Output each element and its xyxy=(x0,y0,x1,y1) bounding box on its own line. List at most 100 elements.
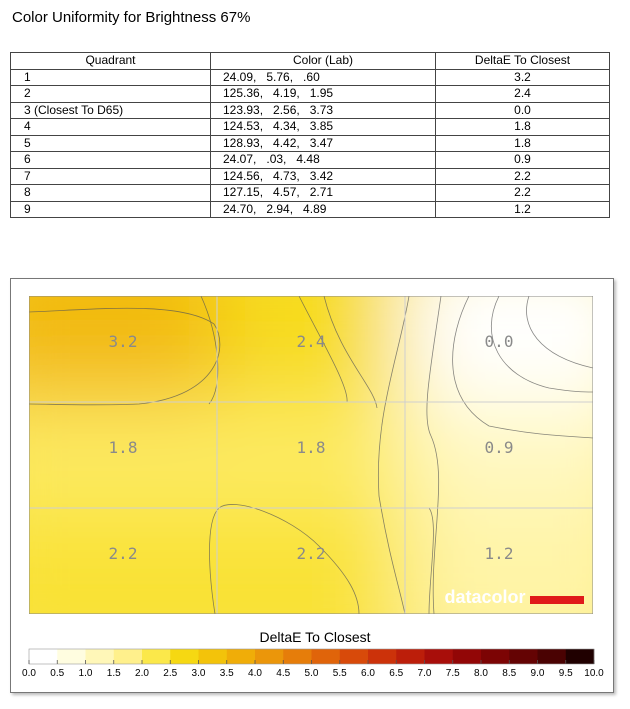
table-row: 8 127.15, 4.57, 2.71 2.2 xyxy=(10,184,610,202)
heatmap-value-label: 1.2 xyxy=(485,544,514,563)
cell-lab: 127.15, 4.57, 2.71 xyxy=(210,184,436,202)
contour-line xyxy=(377,296,410,614)
colorbar-tick-label: 7.0 xyxy=(418,668,432,679)
cell-quadrant: 5 xyxy=(10,134,211,152)
colorbar-tick-label: 8.5 xyxy=(502,668,516,679)
heatmap-value-label: 1.8 xyxy=(109,438,138,457)
heatmap-cell xyxy=(29,402,217,508)
colorbar-tick-label: 0.5 xyxy=(50,668,64,679)
page-title: Color Uniformity for Brightness 67% xyxy=(12,9,251,26)
table-row: 2 125.36, 4.19, 1.95 2.4 xyxy=(10,85,610,103)
heatmap-cell xyxy=(217,508,405,614)
table-row: 4 124.53, 4.34, 3.85 1.8 xyxy=(10,118,610,136)
colorbar-swatch xyxy=(283,649,312,664)
colorbar-swatches xyxy=(28,648,595,665)
cell-lab: 124.53, 4.34, 3.85 xyxy=(210,118,436,136)
colorbar-swatch xyxy=(198,649,228,664)
table-header-row: Quadrant Color (Lab) DeltaE To Closest xyxy=(10,52,610,70)
colorbar-swatch xyxy=(368,649,397,664)
heatmap-value-label: 2.2 xyxy=(109,544,138,563)
column-header-color-lab: Color (Lab) xyxy=(210,52,436,70)
colorbar-tick-label: 1.5 xyxy=(107,668,121,679)
colorbar-title: DeltaE To Closest xyxy=(259,629,371,645)
colorbar-swatch xyxy=(142,649,171,664)
colorbar-swatch xyxy=(424,649,454,664)
cell-quadrant: 7 xyxy=(10,167,211,185)
table-row: 1 24.09, 5.76, .60 3.2 xyxy=(10,68,610,86)
colorbar-swatch xyxy=(565,649,595,664)
cell-deltae: 1.8 xyxy=(435,134,610,152)
table-row: 5 128.93, 4.42, 3.47 1.8 xyxy=(10,134,610,152)
heatmap-cell xyxy=(217,296,405,402)
cell-quadrant: 2 xyxy=(10,85,211,103)
cell-quadrant: 3 (Closest To D65) xyxy=(10,101,211,119)
heatmap-cell xyxy=(217,402,405,508)
colorbar-tick-label: 4.0 xyxy=(248,668,262,679)
heatmap-value-label: 2.4 xyxy=(297,332,326,351)
heatmap-gridlines xyxy=(29,296,593,614)
cell-quadrant: 6 xyxy=(10,151,211,169)
colorbar-tick-label: 3.5 xyxy=(220,668,234,679)
colorbar-swatch xyxy=(537,649,567,664)
heatmap-contours xyxy=(29,296,593,614)
cell-deltae: 0.9 xyxy=(435,151,610,169)
colorbar-swatch xyxy=(29,649,58,664)
colorbar-tick-label: 3.0 xyxy=(192,668,206,679)
colorbar-tick-label: 9.0 xyxy=(531,668,545,679)
table-row: 6 24.07, .03, 4.48 0.9 xyxy=(10,151,610,169)
contour-line xyxy=(452,296,593,439)
colorbar-swatch xyxy=(481,649,510,664)
heatmap-value-label: 2.2 xyxy=(297,544,326,563)
cell-lab: 128.93, 4.42, 3.47 xyxy=(210,134,436,152)
colorbar-tick-label: 5.5 xyxy=(333,668,347,679)
svg-text:datacolor: datacolor xyxy=(444,587,525,607)
cell-quadrant: 1 xyxy=(10,68,211,86)
colorbar-tick-label: 1.0 xyxy=(79,668,93,679)
cell-quadrant: 9 xyxy=(10,200,211,218)
uniformity-table: Quadrant Color (Lab) DeltaE To Closest 1… xyxy=(10,52,610,218)
cell-deltae: 1.2 xyxy=(435,200,610,218)
colorbar-swatch xyxy=(113,649,143,664)
table-row: 3 (Closest To D65) 123.93, 2.56, 3.73 0.0 xyxy=(10,101,610,119)
heatmap-cell xyxy=(29,508,217,614)
contour-line xyxy=(323,296,378,409)
column-header-quadrant: Quadrant xyxy=(10,52,211,70)
table-row: 9 24.70, 2.94, 4.89 1.2 xyxy=(10,200,610,218)
cell-quadrant: 8 xyxy=(10,184,211,202)
colorbar-tick-label: 8.0 xyxy=(474,668,488,679)
cell-lab: 24.70, 2.94, 4.89 xyxy=(210,200,436,218)
heatmap-value-label: 3.2 xyxy=(109,332,138,351)
colorbar-swatch xyxy=(509,649,538,664)
cell-lab: 24.07, .03, 4.48 xyxy=(210,151,436,169)
cell-deltae: 3.2 xyxy=(435,68,610,86)
heatmap-value-label: 0.0 xyxy=(485,332,514,351)
colorbar-tick-label: 2.5 xyxy=(163,668,177,679)
uniformity-heatmap: 3.2 2.4 0.0 1.8 1.8 0.9 2.2 2.2 1.2 datacolor xyxy=(29,296,593,614)
datacolor-logo: datacolor xyxy=(444,587,584,607)
colorbar-swatch xyxy=(452,649,482,664)
cell-lab: 124.56, 4.73, 3.42 xyxy=(210,167,436,185)
colorbar-tick-label: 2.0 xyxy=(135,668,149,679)
colorbar-tick-label: 4.5 xyxy=(276,668,290,679)
colorbar-tick-label: 7.5 xyxy=(446,668,460,679)
cell-lab: 123.93, 2.56, 3.73 xyxy=(210,101,436,119)
contour-line xyxy=(428,507,434,614)
colorbar-swatch xyxy=(57,649,86,664)
heatmap-cell xyxy=(29,296,217,402)
cell-deltae: 1.8 xyxy=(435,118,610,136)
colorbar-tick-labels: 0.0 0.5 1.0 1.5 2.0 2.5 3.0 3.5 4.0 4.5 5.0 5.5 6.0 6… xyxy=(22,660,604,679)
colorbar-tick-label: 5.0 xyxy=(305,668,319,679)
cell-deltae: 2.2 xyxy=(435,184,610,202)
cell-quadrant: 4 xyxy=(10,118,211,136)
colorbar: 0.0 0.5 1.0 1.5 2.0 2.5 3.0 3.5 4.0 4.5 5.0 5.5 6.0 6… xyxy=(22,648,604,679)
colorbar-tick-label: 0.0 xyxy=(22,668,36,679)
colorbar-swatch xyxy=(170,649,199,664)
colorbar-swatch xyxy=(226,649,256,664)
colorbar-swatch xyxy=(396,649,425,664)
contour-line xyxy=(490,296,593,393)
colorbar-swatch xyxy=(255,649,284,664)
cell-deltae: 2.4 xyxy=(435,85,610,103)
cell-deltae: 0.0 xyxy=(435,101,610,119)
colorbar-tick-label: 10.0 xyxy=(584,668,604,679)
contour-line xyxy=(209,504,360,614)
